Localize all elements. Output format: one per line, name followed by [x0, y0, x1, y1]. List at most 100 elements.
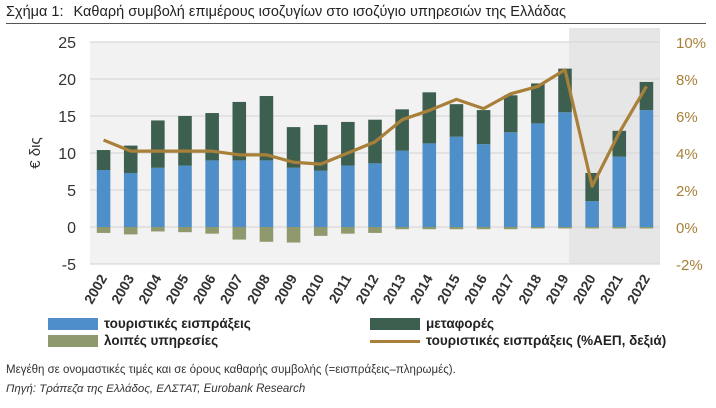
bar-τουριστικές-εισπράξεις-2004: [151, 167, 165, 227]
bar-λοιπές-υπηρεσίες-2003: [123, 227, 138, 235]
bar-τουριστικές-εισπράξεις-2007: [232, 160, 247, 227]
figure-title-text: Καθαρή συμβολή επιμέρους ισοζυγίων στο ι…: [73, 4, 567, 20]
bar-τουριστικές-εισπράξεις-2011: [341, 165, 355, 227]
bar-λοιπές-υπηρεσίες-2008: [259, 227, 274, 242]
bar-τουριστικές-εισπράξεις-2002: [96, 170, 111, 227]
bar-μεταφορές-2002: [96, 150, 111, 171]
y-tick-label: 10: [58, 146, 76, 163]
legend-label-other: λοιπές υπηρεσίες: [104, 333, 219, 348]
legend-swatch-tourism: [48, 318, 98, 331]
legend-item-transport: μεταφορές: [370, 316, 494, 331]
bar-λοιπές-υπηρεσίες-2019: [558, 227, 572, 229]
legend-item-tourism-gdp: τουριστικές εισπράξεις (%ΑΕΠ, δεξιά): [370, 333, 666, 348]
bar-τουριστικές-εισπράξεις-2008: [259, 160, 274, 227]
x-tick-label: 2014: [406, 271, 436, 306]
y-tick-label: 25: [58, 35, 76, 52]
bar-τουριστικές-εισπράξεις-2010: [313, 170, 328, 227]
y-tick-label: 5: [67, 183, 76, 200]
bar-λοιπές-υπηρεσίες-2006: [205, 227, 219, 234]
x-tick-label: 2019: [542, 271, 572, 306]
x-tick-label: 2022: [624, 271, 654, 306]
x-tick-label: 2012: [352, 271, 382, 306]
x-tick-label: 2011: [325, 271, 354, 305]
legend-swatch-other: [48, 335, 98, 348]
x-tick-label: 2007: [216, 271, 246, 306]
legend-item-other: λοιπές υπηρεσίες: [48, 333, 218, 348]
legend-label-tourism-gdp: τουριστικές εισπράξεις (%ΑΕΠ, δεξιά): [426, 333, 667, 348]
legend-item-tourism: τουριστικές εισπράξεις: [48, 316, 251, 331]
x-tick-label: 2003: [108, 271, 138, 306]
y-tick-label: 15: [58, 109, 76, 126]
bar-μεταφορές-2016: [476, 110, 491, 145]
x-tick-label: 2010: [298, 271, 328, 306]
bar-λοιπές-υπηρεσίες-2011: [341, 227, 355, 234]
bar-λοιπές-υπηρεσίες-2020: [585, 227, 599, 229]
y2-tick-label: 8%: [676, 72, 698, 89]
x-tick-label: 2006: [189, 271, 219, 306]
bar-λοιπές-υπηρεσίες-2022: [639, 227, 654, 229]
bar-μεταφορές-2013: [395, 109, 409, 151]
y2-tick-label: -2%: [676, 257, 703, 274]
bar-τουριστικές-εισπράξεις-2003: [123, 172, 138, 227]
bar-λοιπές-υπηρεσίες-2010: [313, 227, 328, 236]
bar-λοιπές-υπηρεσίες-2013: [395, 227, 409, 230]
bar-λοιπές-υπηρεσίες-2014: [422, 227, 437, 230]
x-tick-label: 2008: [244, 271, 274, 306]
bar-μεταφορές-2005: [178, 116, 192, 166]
bar-λοιπές-υπηρεσίες-2021: [612, 227, 627, 229]
x-tick-label: 2005: [162, 271, 192, 306]
x-tick-label: 2009: [271, 271, 301, 306]
bar-μεταφορές-2006: [205, 113, 219, 161]
bar-τουριστικές-εισπράξεις-2018: [531, 123, 545, 227]
bar-τουριστικές-εισπράξεις-2020: [585, 201, 599, 227]
x-tick-label: 2013: [379, 271, 409, 306]
note-source: Πηγή: Τράπεζα της Ελλάδος, ΕΛΣΤΑΤ, Eurob…: [6, 383, 306, 395]
bar-τουριστικές-εισπράξεις-2021: [612, 156, 627, 227]
bar-λοιπές-υπηρεσίες-2016: [476, 227, 491, 230]
bar-λοιπές-υπηρεσίες-2017: [503, 227, 518, 230]
bar-λοιπές-υπηρεσίες-2007: [232, 227, 247, 240]
y-tick-label: 20: [58, 72, 76, 89]
bar-μεταφορές-2022: [639, 81, 654, 111]
bar-μεταφορές-2009: [286, 127, 301, 168]
bar-τουριστικές-εισπράξεις-2005: [178, 165, 192, 227]
bar-λοιπές-υπηρεσίες-2005: [178, 227, 192, 233]
bar-τουριστικές-εισπράξεις-2014: [422, 143, 437, 227]
y2-tick-label: 0%: [676, 220, 698, 237]
bar-τουριστικές-εισπράξεις-2009: [286, 167, 301, 227]
bar-τουριστικές-εισπράξεις-2013: [395, 150, 409, 227]
bar-λοιπές-υπηρεσίες-2018: [531, 227, 545, 229]
x-tick-label: 2020: [569, 271, 599, 306]
x-tick-label: 2016: [461, 271, 491, 306]
bar-μεταφορές-2007: [232, 101, 247, 161]
y-axis-title: € δις: [27, 137, 44, 168]
bar-τουριστικές-εισπράξεις-2006: [205, 160, 219, 227]
bar-μεταφορές-2015: [449, 104, 464, 137]
legend-swatch-transport: [370, 318, 420, 331]
bar-λοιπές-υπηρεσίες-2002: [96, 227, 111, 233]
bar-μεταφορές-2010: [313, 124, 328, 171]
y-tick-label: -5: [62, 257, 76, 274]
bar-τουριστικές-εισπράξεις-2017: [503, 132, 518, 227]
bar-λοιπές-υπηρεσίες-2004: [151, 227, 165, 232]
note-definition: Μεγέθη σε ονομαστικές τιμές και σε όρους…: [6, 364, 456, 376]
legend-swatch-tourism-gdp: [370, 339, 420, 343]
bar-μεταφορές-2017: [503, 95, 518, 133]
bar-λοιπές-υπηρεσίες-2009: [286, 227, 301, 243]
bar-τουριστικές-εισπράξεις-2019: [558, 112, 572, 227]
line-tourism-gdp: [102, 68, 648, 188]
y2-tick-label: 2%: [676, 183, 698, 200]
y2-tick-label: 10%: [676, 35, 706, 52]
bar-μεταφορές-2004: [151, 120, 165, 168]
figure-label: Σχήμα 1:: [6, 4, 64, 20]
bar-λοιπές-υπηρεσίες-2012: [368, 227, 382, 233]
bar-λοιπές-υπηρεσίες-2015: [449, 227, 464, 230]
bar-μεταφορές-2011: [341, 121, 355, 166]
bar-μεταφορές-2008: [259, 96, 274, 161]
bar-τουριστικές-εισπράξεις-2022: [639, 110, 654, 227]
x-tick-label: 2021: [596, 271, 626, 306]
bar-τουριστικές-εισπράξεις-2016: [476, 144, 491, 227]
bar-μεταφορές-2018: [531, 83, 545, 124]
figure-title: Σχήμα 1: Καθαρή συμβολή επιμέρους ισοζυγ…: [6, 4, 706, 24]
